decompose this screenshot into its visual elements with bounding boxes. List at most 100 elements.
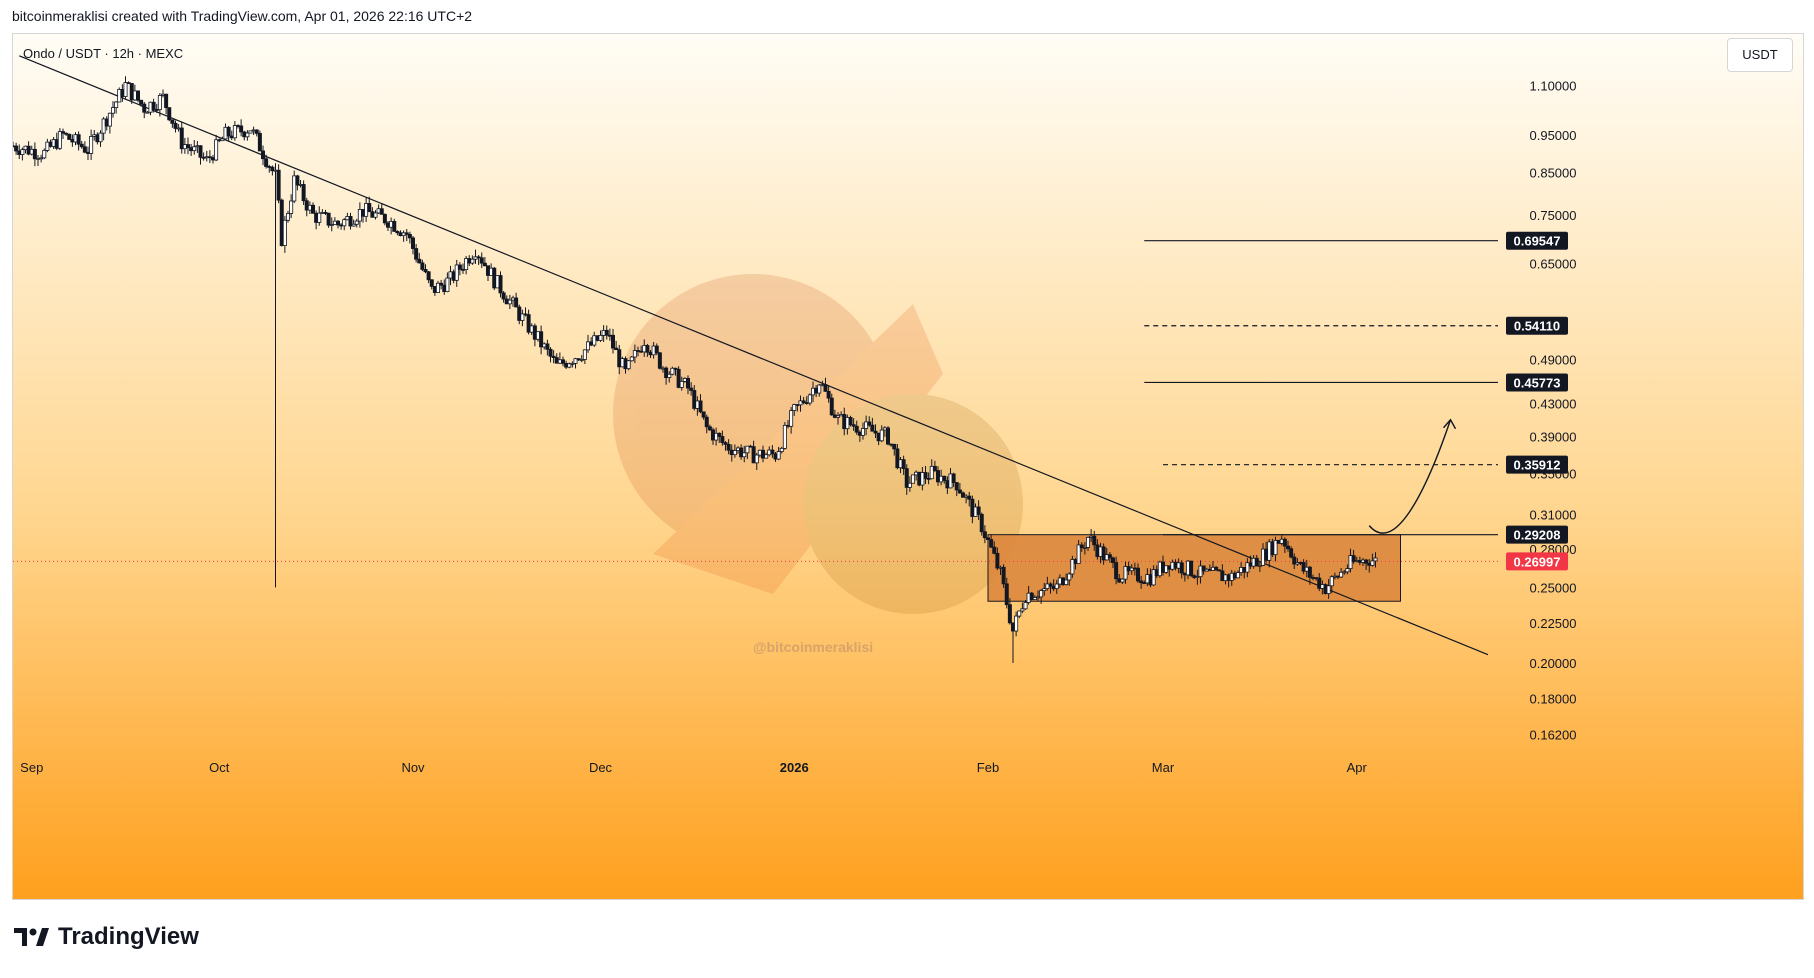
- candle-body-354: [1117, 578, 1122, 583]
- candle-body-360: [1136, 567, 1141, 582]
- candle-body-196: [623, 358, 628, 370]
- level-tag-4: 0.29208: [1514, 528, 1561, 543]
- candle-body-1: [14, 145, 19, 152]
- candle-body-168: [536, 331, 541, 340]
- candle-body-115: [370, 211, 375, 218]
- candle-body-420: [1323, 584, 1328, 594]
- candle-body-268: [848, 417, 853, 426]
- candle-body-264: [836, 415, 841, 418]
- candle-body-8: [35, 157, 40, 160]
- candle-body-159: [507, 299, 512, 305]
- chart-panel[interactable]: @bitcoinmeraklisi 1.10000 0.95000 0.85000 0…: [12, 33, 1804, 900]
- candle-body-113: [364, 203, 369, 217]
- candle-body-82: [267, 166, 272, 168]
- candle-body-401: [1264, 548, 1269, 561]
- candle-body-73: [239, 125, 244, 133]
- candle-body-381: [1201, 565, 1206, 572]
- candle-body-355: [1120, 578, 1125, 583]
- y-tick-label-6: 0.43000: [1530, 397, 1577, 412]
- candle-body-370: [1167, 565, 1172, 570]
- candle-body-101: [326, 212, 331, 226]
- candle-body-423: [1332, 575, 1337, 578]
- candle-body-219: [695, 400, 700, 409]
- candle-body-315: [995, 552, 1000, 569]
- currency-button[interactable]: USDT: [1727, 38, 1793, 72]
- candle-body-414: [1304, 566, 1309, 572]
- candle-body-160: [510, 297, 515, 301]
- tradingview-logo[interactable]: TradingView: [14, 920, 199, 954]
- candle-body-407: [1282, 538, 1287, 547]
- candle-body-296: [936, 470, 941, 483]
- candle-body-34: [117, 89, 122, 103]
- candle-body-110: [354, 220, 359, 225]
- candle-body-322: [1017, 610, 1022, 617]
- candle-body-183: [582, 349, 587, 360]
- candle-body-411: [1295, 562, 1300, 565]
- candle-body-68: [223, 126, 228, 140]
- candle-body-176: [561, 359, 566, 364]
- candle-body-24: [86, 151, 91, 154]
- candle-body-10: [42, 150, 47, 159]
- last-price-tag: 0.26997: [1514, 554, 1561, 569]
- candle-body-314: [992, 546, 997, 554]
- candle-body-428: [1348, 555, 1353, 569]
- candle-body-429: [1351, 555, 1356, 562]
- candle-body-3: [20, 149, 25, 155]
- candle-body-261: [826, 390, 831, 399]
- candle-body-116: [373, 212, 378, 218]
- candle-body-391: [1232, 572, 1237, 579]
- candle-body-260: [823, 384, 828, 392]
- candle-body-94: [304, 200, 309, 211]
- candle-body-330: [1042, 588, 1047, 591]
- candle-body-167: [532, 325, 537, 340]
- candle-body-313: [989, 539, 994, 548]
- candle-body-131: [420, 262, 425, 270]
- price-chart[interactable]: @bitcoinmeraklisi 1.10000 0.95000 0.85000 0…: [13, 34, 1803, 899]
- candle-body-44: [148, 101, 153, 113]
- candle-body-293: [926, 477, 931, 480]
- candle-body-328: [1036, 596, 1041, 599]
- candle-body-153: [489, 267, 494, 276]
- candle-body-13: [51, 139, 56, 147]
- candle-body-377: [1189, 560, 1194, 577]
- candle-body-210: [667, 373, 672, 378]
- candle-body-350: [1104, 554, 1109, 561]
- candle-body-336: [1061, 577, 1066, 586]
- candle-body-81: [264, 158, 269, 167]
- chart-background: [13, 34, 1803, 899]
- candle-body-326: [1029, 592, 1034, 600]
- candle-body-133: [426, 271, 431, 281]
- candle-body-56: [185, 144, 190, 148]
- candle-body-279: [882, 427, 887, 431]
- candle-body-105: [339, 224, 344, 227]
- candle-body-108: [348, 216, 353, 227]
- candle-body-152: [485, 265, 490, 276]
- x-tick-label-1: Oct: [209, 760, 230, 775]
- candle-body-185: [589, 341, 594, 346]
- candle-body-5: [26, 145, 31, 155]
- candle-body-406: [1279, 538, 1284, 544]
- candle-body-60: [198, 145, 203, 158]
- candle-body-426: [1342, 571, 1347, 574]
- candle-body-240: [761, 449, 766, 459]
- candle-body-317: [1001, 566, 1006, 585]
- candle-body-273: [864, 421, 869, 429]
- candle-body-69: [226, 126, 231, 137]
- candle-body-237: [751, 446, 756, 464]
- candle-body-422: [1329, 576, 1334, 587]
- candle-body-206: [654, 345, 659, 354]
- candle-body-349: [1101, 546, 1106, 561]
- candle-body-231: [732, 450, 737, 456]
- candle-body-76: [248, 130, 253, 134]
- candle-body-340: [1073, 559, 1078, 564]
- candle-body-190: [604, 329, 609, 336]
- candle-body-436: [1373, 557, 1378, 562]
- candle-body-272: [861, 428, 866, 436]
- candle-body-337: [1064, 579, 1069, 586]
- candle-body-379: [1195, 576, 1200, 579]
- candle-body-134: [429, 279, 434, 287]
- candle-body-253: [801, 400, 806, 403]
- candle-body-335: [1057, 577, 1062, 585]
- candle-body-49: [164, 93, 169, 109]
- candle-body-155: [495, 275, 500, 289]
